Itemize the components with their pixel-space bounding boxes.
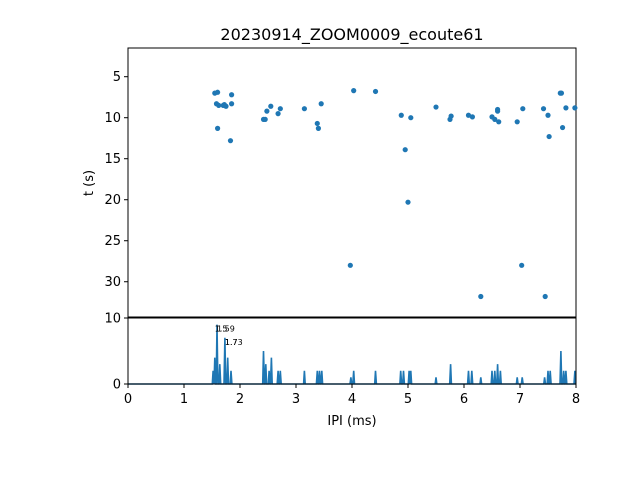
histogram-x-tick-label: 3 [292,392,300,407]
histogram-x-tick-label: 4 [348,392,356,407]
scatter-point [221,101,227,108]
scatter-frame [127,47,577,318]
scatter-point [514,119,520,125]
scatter-y-tick-label: 5 [113,70,121,85]
peak-annotations: 1.591.5 1.731.7 [215,325,243,347]
scatter-point [558,90,565,96]
histogram-x-ticks: 0 1 2 3 4 5 6 7 8 [124,384,580,407]
scatter-point [546,133,552,140]
scatter-point [315,125,321,131]
scatter-point [495,108,501,114]
scatter-point [448,113,454,119]
scatter-point [301,106,307,112]
histogram-x-tick-label: 2 [236,392,244,407]
scatter-point [277,106,283,112]
peak-annotation: 1.73 [225,338,243,347]
scatter-point [372,88,379,95]
scatter-point [465,112,472,118]
scatter-point [215,89,221,95]
histogram-x-tick-label: 8 [572,392,580,407]
scatter-y-axis-label: t (s) [82,170,97,196]
scatter-points [212,88,578,300]
scatter-point [215,125,221,131]
scatter-point [496,119,502,125]
scatter-point [492,116,498,122]
histogram-y-tick-label: 0 [113,378,121,393]
scatter-point [478,293,484,300]
scatter-point [229,92,235,98]
scatter-point [262,116,268,122]
scatter-point [229,101,235,107]
scatter-axes: 5 10 15 20 25 30 [104,47,578,318]
scatter-point [318,101,324,107]
histogram-x-tick-label: 7 [516,392,524,407]
scatter-point [268,103,274,109]
scatter-point [216,102,222,109]
histogram-y-tick-label: 10 [104,312,121,327]
scatter-point [540,106,547,112]
histogram-background [128,318,576,384]
scatter-point [559,124,566,131]
scatter-point [563,105,569,111]
scatter-point [402,147,408,153]
scatter-point [314,120,320,127]
scatter-y-ticks: 5 10 15 20 25 30 [104,70,128,290]
scatter-point [519,262,525,268]
scatter-y-tick-label: 15 [104,152,121,167]
histogram-x-axis-label: IPI (ms) [327,414,376,429]
scatter-point [398,112,404,118]
chart-title: 20230914_ZOOM0009_ecoute61 [220,25,483,45]
peak-annotation: 1.5 [215,325,228,334]
histogram-y-ticks: 0 10 [104,312,128,393]
scatter-point [347,262,353,268]
histogram-x-tick-label: 1 [180,392,188,407]
scatter-y-tick-label: 20 [104,193,121,208]
peak-annotation: 1.7 [225,338,238,347]
scatter-y-tick-label: 10 [104,111,121,126]
scatter-point [275,111,281,117]
scatter-point [227,138,234,144]
scatter-point [542,293,548,300]
histogram-x-tick-label: 0 [124,392,132,407]
scatter-y-tick-label: 30 [104,275,121,290]
scatter-point [520,106,526,112]
scatter-point [405,199,411,205]
peak-annotation: 1.59 [217,325,235,334]
scatter-y-tick-label: 25 [104,234,121,249]
histogram-x-tick-label: 5 [404,392,412,407]
scatter-point [408,115,414,121]
histogram-x-tick-label: 6 [460,392,468,407]
scatter-point [433,104,439,110]
scatter-point [572,105,578,111]
scatter-point [545,112,551,118]
scatter-point [351,88,357,94]
scatter-point [264,108,270,114]
histogram-axes: 1.591.5 1.731.7 0 10 0 1 2 3 4 5 6 7 8 [104,312,580,408]
scatter-point [469,114,475,120]
